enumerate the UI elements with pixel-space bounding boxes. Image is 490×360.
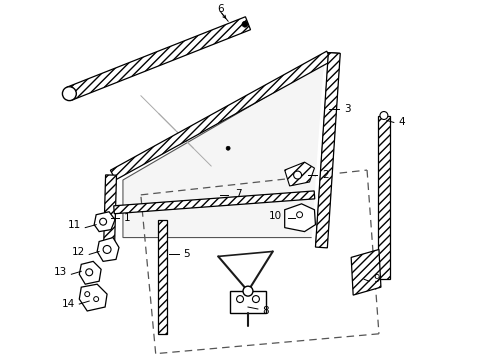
Text: 2: 2 — [322, 170, 329, 180]
Polygon shape — [97, 238, 119, 261]
Text: 6: 6 — [217, 4, 223, 14]
Circle shape — [243, 286, 253, 296]
Polygon shape — [67, 17, 250, 100]
Text: 5: 5 — [183, 249, 190, 260]
Circle shape — [86, 269, 93, 276]
Polygon shape — [312, 53, 344, 244]
Polygon shape — [110, 51, 332, 180]
Circle shape — [85, 292, 90, 297]
Circle shape — [62, 87, 76, 100]
Polygon shape — [316, 53, 340, 248]
Text: 9: 9 — [373, 274, 380, 284]
Text: 11: 11 — [68, 220, 81, 230]
Polygon shape — [94, 212, 115, 231]
Polygon shape — [114, 191, 315, 214]
Text: 13: 13 — [54, 267, 68, 277]
Polygon shape — [378, 116, 390, 279]
Polygon shape — [285, 204, 316, 231]
Polygon shape — [103, 175, 117, 248]
Text: 4: 4 — [399, 117, 405, 127]
Circle shape — [296, 212, 302, 218]
Circle shape — [242, 21, 248, 27]
Text: 3: 3 — [344, 104, 351, 113]
Polygon shape — [351, 249, 381, 295]
Polygon shape — [230, 291, 266, 313]
Text: 14: 14 — [62, 299, 75, 309]
Text: 10: 10 — [269, 211, 282, 221]
Circle shape — [103, 246, 111, 253]
Text: 1: 1 — [124, 213, 130, 223]
Text: 12: 12 — [72, 247, 85, 257]
Polygon shape — [79, 261, 101, 284]
Circle shape — [94, 297, 98, 302]
Polygon shape — [285, 162, 315, 186]
Text: 8: 8 — [262, 306, 269, 316]
Circle shape — [252, 296, 259, 302]
Circle shape — [226, 146, 230, 150]
Polygon shape — [316, 53, 340, 245]
Polygon shape — [158, 220, 167, 334]
Circle shape — [380, 112, 388, 120]
Polygon shape — [79, 284, 107, 311]
Polygon shape — [123, 63, 324, 238]
Text: 7: 7 — [235, 189, 242, 199]
Circle shape — [237, 296, 244, 302]
Circle shape — [99, 218, 107, 225]
Circle shape — [294, 171, 301, 179]
